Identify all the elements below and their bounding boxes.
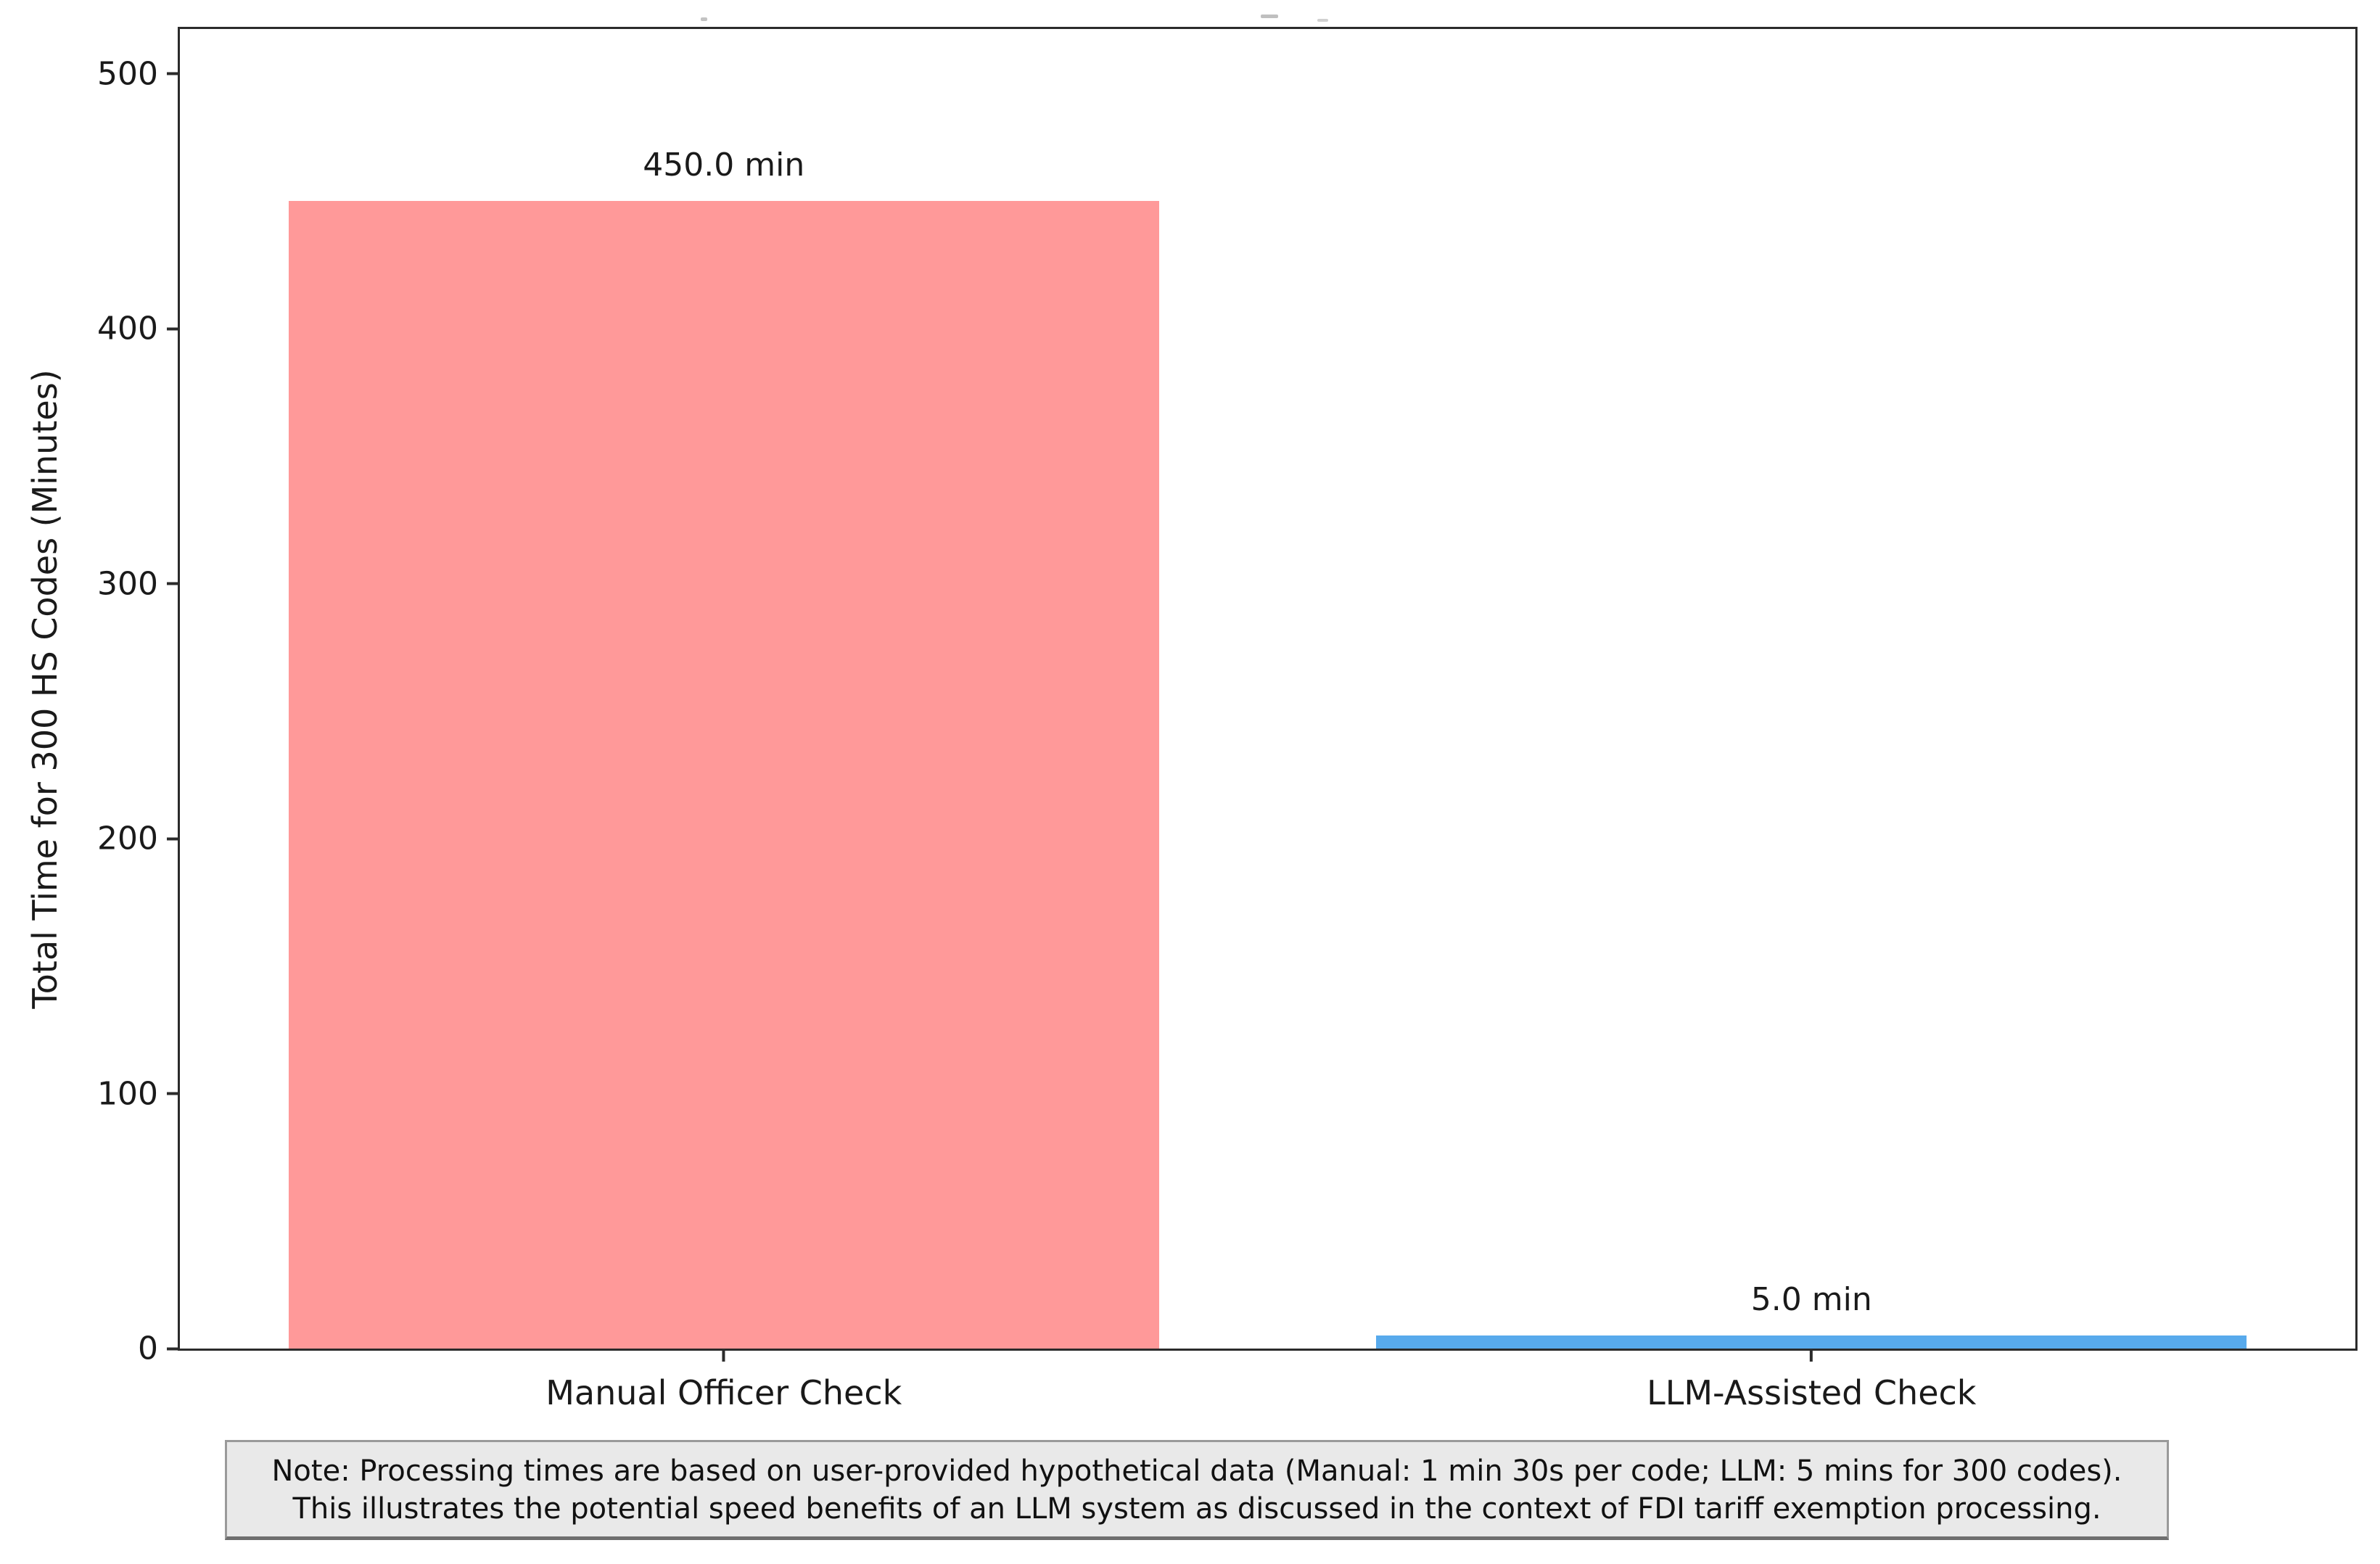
y-tick-100: 100 — [97, 1075, 180, 1112]
bar-llm-assisted-check — [1376, 1335, 2247, 1349]
y-tick-mark — [167, 1347, 180, 1350]
y-tick-label: 0 — [138, 1330, 158, 1367]
cropped-title-artifact — [1317, 19, 1328, 22]
y-tick-0: 0 — [138, 1330, 180, 1367]
y-tick-label: 500 — [97, 55, 158, 92]
note-line-2: This illustrates the potential speed ben… — [292, 1492, 2101, 1526]
note-line-1: Note: Processing times are based on user… — [271, 1454, 2122, 1488]
y-tick-300: 300 — [97, 565, 180, 602]
y-tick-mark — [167, 72, 180, 75]
x-tick-manual-officer-check: Manual Officer Check — [545, 1349, 902, 1412]
y-tick-mark — [167, 837, 180, 840]
y-tick-200: 200 — [97, 820, 180, 857]
x-tick-mark — [1810, 1349, 1813, 1362]
y-tick-mark — [167, 1092, 180, 1095]
x-tick-mark — [722, 1349, 725, 1362]
x-tick-llm-assisted-check: LLM-Assisted Check — [1647, 1349, 1976, 1412]
y-tick-mark — [167, 327, 180, 330]
cropped-title-artifact — [701, 17, 707, 21]
bar-manual-officer-check — [288, 201, 1159, 1349]
y-tick-label: 200 — [97, 820, 158, 857]
x-tick-label: Manual Officer Check — [545, 1373, 902, 1412]
y-tick-label: 400 — [97, 310, 158, 347]
y-tick-mark — [167, 582, 180, 585]
bar-value-label-manual: 450.0 min — [643, 147, 805, 184]
y-axis-label: Total Time for 300 HS Codes (Minutes) — [25, 369, 65, 1009]
y-tick-label: 300 — [97, 565, 158, 602]
bar-value-label-llm: 5.0 min — [1750, 1281, 1872, 1319]
y-tick-500: 500 — [97, 55, 180, 92]
x-tick-label: LLM-Assisted Check — [1647, 1373, 1977, 1412]
plot-area: 450.0 min 5.0 min 0 100 200 300 400 500 — [97, 27, 2358, 1412]
y-tick-label: 100 — [97, 1075, 158, 1112]
note-box: Note: Processing times are based on user… — [225, 1440, 2169, 1540]
cropped-title-artifact — [1261, 15, 1278, 18]
y-tick-400: 400 — [97, 310, 180, 347]
